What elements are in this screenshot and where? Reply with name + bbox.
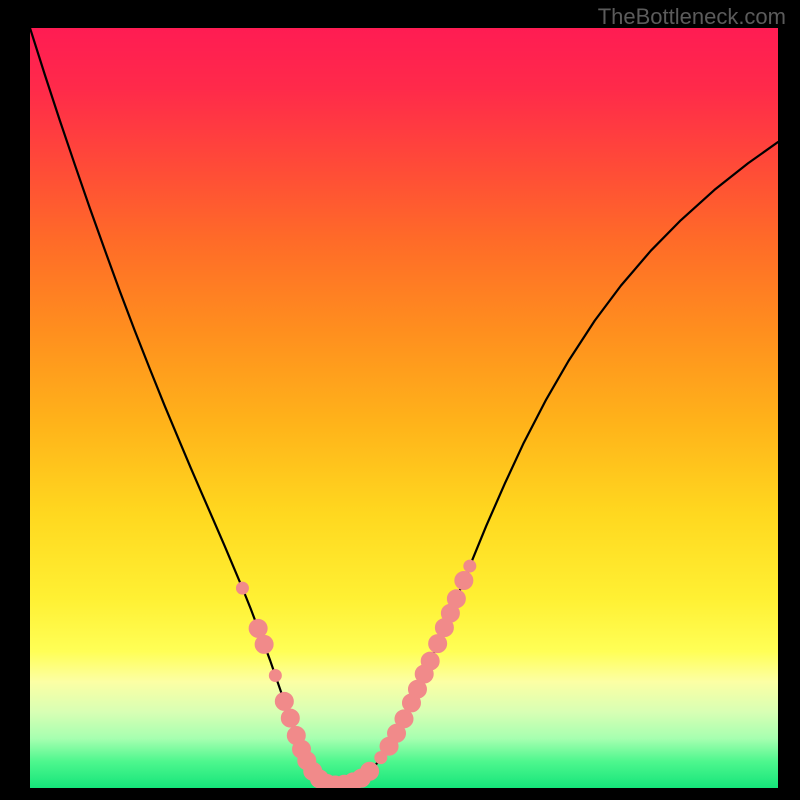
curve-marker xyxy=(275,692,293,710)
curve-marker xyxy=(429,635,447,653)
chart-background-gradient xyxy=(30,28,778,788)
curve-marker xyxy=(281,709,299,727)
curve-marker xyxy=(269,670,281,682)
curve-marker xyxy=(447,590,465,608)
curve-marker xyxy=(464,560,476,572)
curve-marker xyxy=(395,710,413,728)
curve-marker xyxy=(421,652,439,670)
watermark-text: TheBottleneck.com xyxy=(598,4,786,30)
bottleneck-curve-chart xyxy=(30,28,778,788)
curve-marker xyxy=(255,635,273,653)
curve-marker xyxy=(249,619,267,637)
curve-marker xyxy=(236,582,248,594)
curve-marker xyxy=(455,572,473,590)
chart-stage: TheBottleneck.com xyxy=(0,0,800,800)
curve-marker xyxy=(361,762,379,780)
